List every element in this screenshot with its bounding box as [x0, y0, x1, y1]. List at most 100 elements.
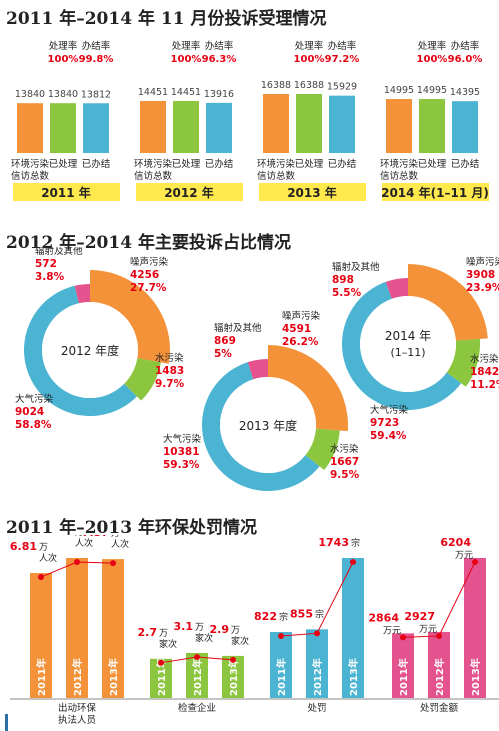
slice-value: 10381 — [163, 446, 200, 458]
value-label: 14995 — [417, 85, 447, 96]
penalty-bar-chart: 2011年6.81万人次2012年7.63万人次2013年7.57万人次出动环保… — [10, 535, 499, 726]
slice-value: 3908 — [466, 269, 495, 281]
donut-center-label: 2012 年度 — [61, 343, 119, 358]
slice-name: 水污染 — [330, 443, 359, 455]
slice-pct: 27.7% — [130, 282, 167, 294]
bar — [263, 94, 289, 153]
slice-pct: 58.8% — [15, 419, 52, 431]
value-label: 7.57 — [82, 535, 109, 539]
rate-label: 办结率 — [328, 40, 357, 52]
year-label: 2011年 — [35, 658, 48, 696]
slice-pct: 9.7% — [155, 378, 185, 390]
unit-label: 万元 — [383, 626, 401, 636]
trend-point — [230, 656, 236, 663]
year-label: 2013年 — [107, 658, 120, 696]
category-label: 已处理 — [418, 158, 447, 170]
slice-name: 噪声污染 — [282, 310, 321, 322]
slice-pct: 59.4% — [370, 430, 407, 442]
unit-label: 家次 — [159, 638, 177, 650]
value-label: 855 — [290, 607, 313, 620]
category-label: 已办结 — [328, 158, 357, 170]
trend-point — [314, 630, 320, 637]
bar — [222, 655, 244, 698]
value-label: 2927 — [404, 610, 435, 623]
donut-hole — [360, 296, 456, 392]
rate-label: 处理率 — [49, 40, 78, 52]
donut-center-label: 2013 年度 — [239, 418, 297, 433]
slice-name: 大气污染 — [370, 404, 409, 416]
unit-label: 人次 — [39, 552, 57, 564]
bar — [50, 103, 76, 153]
unit-label: 宗 — [279, 611, 288, 623]
slice-name: 水污染 — [470, 353, 499, 365]
donut-slice — [268, 345, 349, 432]
slice-value: 1842 — [470, 366, 499, 378]
rate-label: 办结率 — [82, 40, 111, 52]
unit-label: 万 — [75, 535, 84, 538]
year-label: 2011 年 — [41, 185, 91, 200]
value-label: 3.1 — [174, 620, 194, 633]
slice-pct: 11.2% — [470, 379, 499, 391]
slice-name: 辐射及其他 — [214, 322, 262, 334]
year-label: 2014 年(1–11 月) — [381, 185, 489, 200]
donut-slice — [124, 358, 161, 401]
rate-value: 100% — [48, 54, 79, 65]
slice-value: 869 — [214, 335, 236, 347]
year-band — [382, 183, 489, 201]
value-label: 6204 — [440, 536, 471, 549]
rate-value: 100% — [294, 54, 325, 65]
trend-point — [74, 559, 80, 565]
unit-label: 万 — [111, 535, 120, 539]
value-label: 2864 — [368, 611, 399, 624]
slice-value: 9723 — [370, 417, 399, 429]
value-label: 14995 — [384, 85, 414, 96]
year-band — [136, 183, 243, 201]
bar — [452, 101, 478, 153]
section2-title: 2012 年–2014 年主要投诉占比情况 — [6, 233, 291, 253]
year-label: 2012年 — [71, 658, 84, 696]
bar — [17, 103, 43, 153]
donut-slice — [342, 281, 462, 410]
year-label: 2011年 — [397, 658, 410, 696]
category-label: 环境污染 — [134, 158, 173, 170]
bar — [173, 100, 199, 153]
slice-name: 噪声污染 — [130, 256, 169, 268]
donut-center-label: 2014 年 — [385, 329, 431, 343]
group-label: 执法人员 — [58, 714, 96, 726]
group-label: 处罚 — [307, 702, 326, 714]
year-label: 2012年 — [191, 658, 204, 696]
rate-value: 100% — [171, 54, 202, 65]
donut-slice — [446, 338, 480, 387]
slice-pct: 59.3% — [163, 459, 200, 471]
trend-point — [400, 634, 406, 641]
rate-value: 97.2% — [325, 54, 360, 65]
year-label: 2013年 — [227, 658, 240, 696]
slice-name: 大气污染 — [163, 433, 202, 445]
unit-label: 人次 — [111, 538, 129, 550]
bar — [342, 558, 364, 698]
slice-name: 水污染 — [155, 352, 184, 364]
slice-pct: 23.9% — [466, 282, 499, 294]
donut-slice — [247, 359, 268, 380]
unit-label: 万 — [159, 629, 168, 639]
unit-label: 人次 — [75, 537, 93, 549]
unit-label: 家次 — [231, 635, 249, 647]
year-label: 2011年 — [155, 658, 168, 696]
group-label: 处罚金额 — [420, 702, 459, 714]
rate-label: 处理率 — [418, 40, 447, 52]
trend-point — [472, 559, 478, 565]
bar — [186, 653, 208, 698]
slice-pct: 5% — [214, 348, 232, 360]
category-label: 已办结 — [451, 158, 480, 170]
rate-value: 99.8% — [79, 54, 114, 65]
donut-slice — [408, 264, 488, 341]
value-label: 13840 — [15, 89, 45, 100]
value-label: 14451 — [138, 87, 168, 98]
slice-value: 898 — [332, 274, 354, 286]
group-label: 检查企业 — [178, 702, 216, 714]
value-label: 822 — [254, 610, 277, 623]
category-label: 环境污染 — [380, 158, 419, 170]
slice-value: 572 — [35, 258, 57, 270]
slice-name: 辐射及其他 — [35, 247, 83, 257]
